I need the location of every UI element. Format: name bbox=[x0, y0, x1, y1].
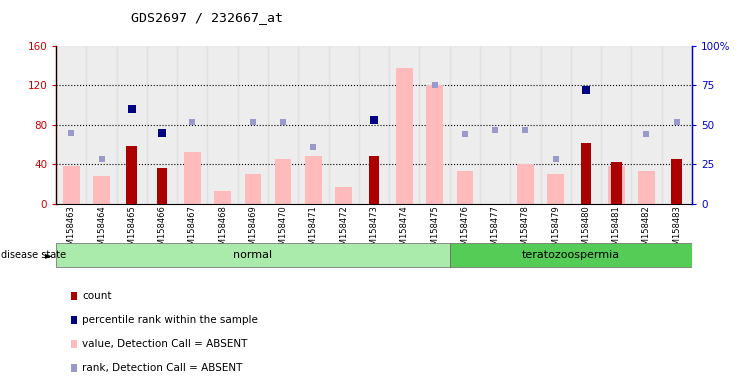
Bar bbox=[611, 162, 622, 204]
Bar bbox=[541, 46, 571, 204]
Bar bbox=[450, 243, 692, 268]
Text: disease state: disease state bbox=[1, 250, 66, 260]
Bar bbox=[420, 46, 450, 204]
Bar bbox=[426, 86, 443, 204]
Bar bbox=[450, 46, 480, 204]
Bar bbox=[601, 46, 631, 204]
Bar bbox=[147, 46, 177, 204]
Bar bbox=[157, 168, 168, 204]
Bar bbox=[63, 166, 79, 204]
Bar bbox=[298, 46, 328, 204]
Bar bbox=[580, 142, 591, 204]
Bar bbox=[638, 171, 654, 204]
Bar bbox=[369, 156, 379, 204]
Bar bbox=[86, 46, 117, 204]
Bar bbox=[548, 174, 564, 204]
Bar bbox=[56, 46, 86, 204]
Bar bbox=[268, 46, 298, 204]
Bar bbox=[456, 171, 473, 204]
Bar bbox=[335, 187, 352, 204]
Bar bbox=[480, 46, 510, 204]
Bar bbox=[207, 46, 238, 204]
Bar bbox=[245, 174, 261, 204]
Text: rank, Detection Call = ABSENT: rank, Detection Call = ABSENT bbox=[82, 363, 242, 373]
Bar bbox=[672, 159, 682, 204]
Bar bbox=[184, 152, 200, 204]
Bar bbox=[389, 46, 420, 204]
Bar bbox=[117, 46, 147, 204]
Text: normal: normal bbox=[233, 250, 272, 260]
Text: count: count bbox=[82, 291, 111, 301]
Bar bbox=[396, 68, 413, 204]
Bar bbox=[328, 46, 359, 204]
Bar bbox=[631, 46, 662, 204]
Bar bbox=[94, 176, 110, 204]
Bar bbox=[608, 166, 625, 204]
Bar bbox=[305, 156, 322, 204]
Bar bbox=[126, 146, 137, 204]
Bar bbox=[238, 46, 268, 204]
Text: teratozoospermia: teratozoospermia bbox=[522, 250, 620, 260]
Bar bbox=[214, 191, 231, 204]
Text: value, Detection Call = ABSENT: value, Detection Call = ABSENT bbox=[82, 339, 248, 349]
Bar bbox=[359, 46, 389, 204]
Text: ►: ► bbox=[45, 250, 52, 260]
Bar bbox=[517, 164, 534, 204]
Bar bbox=[510, 46, 541, 204]
Bar bbox=[56, 243, 450, 268]
Bar bbox=[571, 46, 601, 204]
Bar bbox=[275, 159, 292, 204]
Text: percentile rank within the sample: percentile rank within the sample bbox=[82, 315, 258, 325]
Text: GDS2697 / 232667_at: GDS2697 / 232667_at bbox=[131, 12, 283, 25]
Bar bbox=[662, 46, 692, 204]
Bar bbox=[177, 46, 207, 204]
